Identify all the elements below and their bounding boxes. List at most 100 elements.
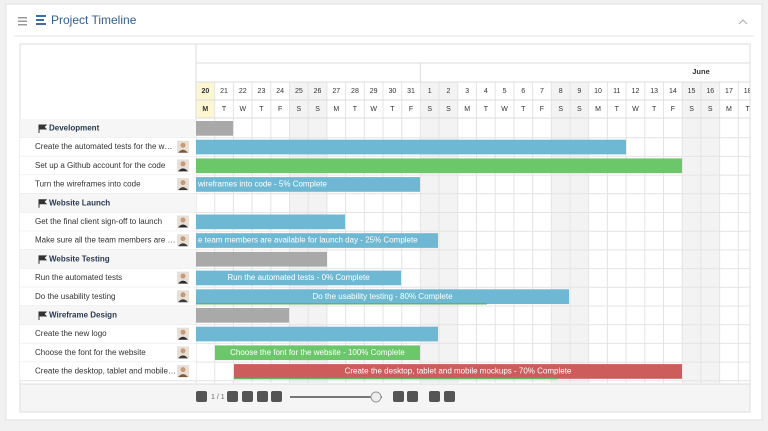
weekday: T: [615, 106, 620, 113]
weekend-column: [700, 82, 720, 383]
button[interactable]: [407, 391, 418, 402]
avatar: [177, 271, 189, 284]
bar-label: Run the automated tests - 0% Complete: [227, 273, 370, 282]
button[interactable]: [196, 391, 207, 402]
weekday: T: [353, 106, 358, 113]
task-label: Set up a Github account for the code: [35, 161, 166, 170]
task-label: Make sure all the team members are …: [35, 236, 176, 245]
task-label: Create the new logo: [35, 329, 107, 338]
day-number: 4: [484, 88, 488, 95]
task-bar: [196, 326, 438, 342]
button[interactable]: [444, 391, 455, 402]
weekday: S: [689, 106, 694, 113]
slider-handle[interactable]: [370, 391, 382, 403]
weekday: T: [521, 106, 526, 113]
day-number: 15: [688, 88, 696, 95]
row-label-bg: [20, 212, 196, 232]
avatar-head: [180, 348, 186, 354]
bar-label: Create the desktop, tablet and mobile mo…: [345, 367, 572, 376]
day-number: 14: [669, 88, 677, 95]
weekend-column: [289, 82, 309, 383]
bar-label: wireframes into code - 5% Complete: [197, 180, 327, 189]
avatar-body: [178, 243, 188, 247]
weekday: S: [427, 106, 432, 113]
day-number: 1: [428, 88, 432, 95]
weekday: F: [278, 106, 282, 113]
task-bar: [196, 270, 401, 286]
button[interactable]: [242, 391, 253, 402]
weekday: W: [370, 106, 377, 113]
task-bar: [196, 251, 327, 267]
task-label: Turn the wireframes into code: [35, 180, 141, 189]
day-number: 24: [276, 88, 284, 95]
row-label-bg: [20, 175, 196, 194]
bar-label: e team members are available for launch …: [198, 236, 418, 245]
weekend-column: [420, 82, 440, 383]
task-bar: [196, 158, 682, 174]
button[interactable]: [227, 391, 238, 402]
day-number: 31: [407, 88, 415, 95]
weekday: T: [652, 106, 657, 113]
weekend-column: [308, 82, 327, 383]
group-label: Website Launch: [49, 198, 110, 207]
task-label: Create the desktop, tablet and mobile…: [35, 367, 176, 376]
collapse-button[interactable]: [738, 19, 748, 25]
flag-icon: [38, 255, 48, 264]
task-label: Do the usability testing: [35, 292, 116, 301]
button[interactable]: [257, 391, 268, 402]
row-label-bg: [20, 343, 196, 363]
row-label-bg: [20, 362, 196, 381]
group-label: Wireframe Design: [49, 310, 117, 319]
weekday: S: [446, 106, 451, 113]
day-number: 17: [725, 88, 733, 95]
button[interactable]: [271, 391, 282, 402]
row-label-bg: [20, 193, 196, 213]
avatar-body: [178, 299, 188, 303]
weekday: T: [484, 106, 489, 113]
toolbar: [19, 383, 751, 413]
avatar: [177, 290, 189, 303]
weekday: T: [222, 106, 227, 113]
weekday: M: [202, 106, 208, 113]
row-label-bg: [20, 306, 196, 325]
weekday: F: [671, 106, 675, 113]
day-number: 30: [388, 88, 396, 95]
day-number: 27: [332, 88, 340, 95]
task-bar: [196, 308, 289, 323]
weekday: M: [726, 106, 732, 113]
avatar-head: [180, 292, 186, 298]
progress-line: [196, 303, 487, 305]
month: June: [692, 67, 710, 76]
day-number: 18: [744, 88, 752, 95]
avatar-body: [178, 187, 188, 191]
avatar: [177, 234, 189, 247]
toolbar-buttons: [196, 391, 455, 402]
task-bar: [196, 289, 569, 304]
weekday: W: [501, 106, 508, 113]
day-number: 12: [632, 88, 640, 95]
day-number: 2: [446, 88, 450, 95]
avatar: [177, 327, 189, 340]
avatar-head: [180, 236, 186, 242]
bar-label: Do the usability testing - 80% Complete: [312, 292, 453, 301]
weekday: W: [632, 106, 639, 113]
flag-icon: [38, 199, 48, 208]
day-number: 8: [559, 88, 563, 95]
row-label-bg: [20, 249, 196, 269]
day-number: 3: [465, 88, 469, 95]
weekend-column: [439, 82, 458, 383]
task-label: Run the automated tests: [35, 273, 122, 282]
day-number: 6: [521, 88, 525, 95]
avatar: [177, 140, 189, 153]
weekday: T: [259, 106, 264, 113]
button[interactable]: [393, 391, 404, 402]
button[interactable]: [429, 391, 440, 402]
timeline: 20 M 21 T 22 W 23 T 24 F 25 S 26 S 27 M 28 T 29 W 30 T 31 F 1 S 2 S…: [196, 63, 752, 383]
row-label-bg: [20, 268, 196, 288]
weekday: S: [315, 106, 320, 113]
avatar-head: [180, 273, 186, 279]
menu-icon[interactable]: [18, 17, 27, 26]
row-label-bg: [20, 119, 196, 138]
